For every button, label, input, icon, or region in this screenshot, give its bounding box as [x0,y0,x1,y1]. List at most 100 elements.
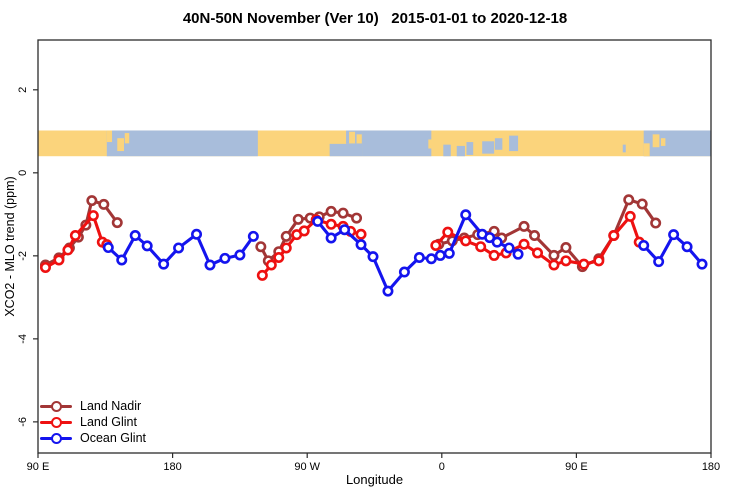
x-tick-label: 90 W [294,461,320,473]
chart-title: 40N-50N November (Ver 10) 2015-01-01 to … [182,10,568,27]
x-axis-title: Longitude [345,472,404,487]
map-ocean-segment [443,144,451,157]
legend-swatch-icon [40,433,72,444]
x-tick-label: 90 E [27,461,50,473]
data-point-ocean-glint [696,258,708,270]
map-ocean-segment [456,145,465,157]
data-point-land-nadir [325,205,337,217]
map-ocean-segment [106,130,258,157]
data-point-ocean-glint [102,242,114,254]
data-point-ocean-glint [129,230,141,242]
map-land-segment [643,143,650,157]
data-point-ocean-glint [325,232,337,244]
data-point-ocean-glint [512,248,524,260]
data-point-ocean-glint [484,232,496,244]
data-point-land-glint [69,230,81,242]
data-point-land-nadir [351,212,363,224]
map-land-segment [349,131,356,144]
data-point-land-glint [460,235,472,247]
data-point-ocean-glint [219,252,231,264]
map-land-segment [356,134,362,144]
data-point-land-nadir [650,217,662,229]
data-point-land-glint [442,226,454,238]
data-point-ocean-glint [413,251,425,263]
data-point-ocean-glint [204,259,216,271]
data-point-ocean-glint [491,236,503,248]
data-point-land-glint [273,251,285,263]
data-point-ocean-glint [173,242,185,254]
data-point-land-nadir [111,217,123,229]
legend-swatch-icon [40,417,72,428]
data-point-ocean-glint [425,253,437,265]
data-point-land-nadir [548,249,560,261]
map-ocean-segment [482,141,495,154]
data-point-ocean-glint [247,230,259,242]
y-tick-label: -4 [17,334,29,344]
data-point-land-glint [475,241,487,253]
data-point-land-glint [265,259,277,271]
data-point-ocean-glint [158,258,170,270]
data-point-land-glint [325,218,337,230]
data-point-ocean-glint [234,249,246,261]
data-point-land-nadir [255,241,267,253]
data-point-ocean-glint [668,229,680,241]
y-tick-label: -6 [17,417,29,427]
data-point-land-glint [87,210,99,222]
data-point-land-nadir [560,242,572,254]
data-point-land-nadir [529,230,541,242]
legend-swatch-icon [40,401,72,412]
y-tick-label: 0 [17,170,29,176]
data-point-land-glint [53,254,65,266]
data-point-ocean-glint [443,247,455,259]
data-point-land-nadir [280,230,292,242]
data-point-land-glint [593,255,605,267]
data-point-land-nadir [337,207,349,219]
data-point-land-glint [256,269,268,281]
data-point-land-glint [578,258,590,270]
data-point-ocean-glint [503,242,515,254]
map-land-segment [106,130,113,143]
legend-label: Ocean Glint [80,430,147,445]
y-axis-title: XCO2 - MLO trend (ppm) [3,176,17,316]
data-point-ocean-glint [382,285,394,297]
data-point-land-nadir [623,194,635,206]
data-point-land-glint [624,210,636,222]
x-tick-label: 180 [163,461,181,473]
map-ocean-segment [622,144,626,153]
map-land-segment [117,138,124,152]
data-point-land-glint [355,228,367,240]
map-ocean-segment [329,143,363,157]
legend-item: Land Glint [40,414,146,430]
x-tick-label: 0 [439,461,445,473]
map-land-segment [428,139,433,149]
data-point-ocean-glint [638,239,650,251]
data-point-ocean-glint [434,249,446,261]
map-land-segment [124,133,130,144]
map-ocean-segment [509,135,519,152]
data-point-ocean-glint [141,240,153,252]
data-point-land-glint [518,238,530,250]
data-point-land-nadir [98,198,110,210]
data-point-land-nadir [292,213,304,225]
data-point-land-glint [548,259,560,271]
data-point-land-nadir [86,195,98,207]
data-point-land-nadir [636,198,648,210]
map-ocean-segment [362,130,432,157]
data-point-ocean-glint [460,209,472,221]
data-point-ocean-glint [339,224,351,236]
data-point-land-glint [280,242,292,254]
data-point-land-nadir [518,220,530,232]
legend-label: Land Glint [80,414,137,429]
data-point-ocean-glint [312,215,324,227]
data-point-land-glint [532,247,544,259]
x-tick-label: 90 E [565,461,588,473]
data-point-ocean-glint [191,228,203,240]
data-point-ocean-glint [681,241,693,253]
y-tick-label: -2 [17,251,29,261]
map-ocean-segment [494,138,503,150]
data-point-land-glint [488,249,500,261]
x-tick-label: 180 [702,461,720,473]
data-point-ocean-glint [367,251,379,263]
